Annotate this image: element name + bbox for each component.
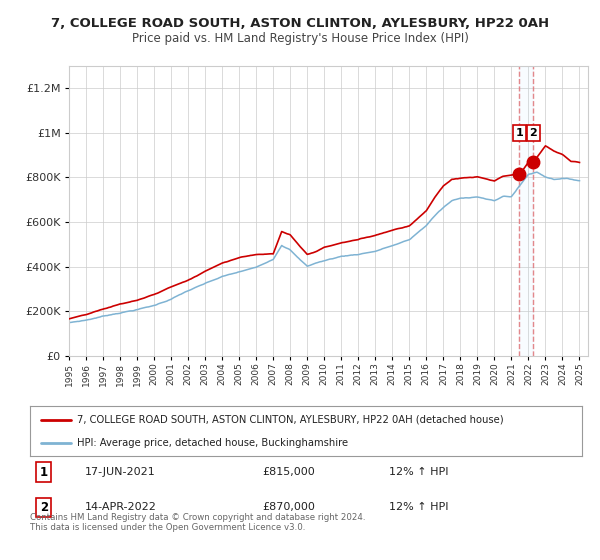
Text: 17-JUN-2021: 17-JUN-2021 — [85, 467, 156, 477]
Text: 2: 2 — [40, 501, 48, 514]
Text: £815,000: £815,000 — [262, 467, 314, 477]
Text: Contains HM Land Registry data © Crown copyright and database right 2024.
This d: Contains HM Land Registry data © Crown c… — [30, 512, 365, 532]
Text: HPI: Average price, detached house, Buckinghamshire: HPI: Average price, detached house, Buck… — [77, 438, 348, 448]
Text: 7, COLLEGE ROAD SOUTH, ASTON CLINTON, AYLESBURY, HP22 0AH: 7, COLLEGE ROAD SOUTH, ASTON CLINTON, AY… — [51, 17, 549, 30]
Text: 1: 1 — [40, 465, 48, 479]
Text: Price paid vs. HM Land Registry's House Price Index (HPI): Price paid vs. HM Land Registry's House … — [131, 32, 469, 45]
Text: 12% ↑ HPI: 12% ↑ HPI — [389, 502, 448, 512]
Text: 12% ↑ HPI: 12% ↑ HPI — [389, 467, 448, 477]
Text: £870,000: £870,000 — [262, 502, 315, 512]
Text: 7, COLLEGE ROAD SOUTH, ASTON CLINTON, AYLESBURY, HP22 0AH (detached house): 7, COLLEGE ROAD SOUTH, ASTON CLINTON, AY… — [77, 414, 503, 424]
Text: 14-APR-2022: 14-APR-2022 — [85, 502, 157, 512]
Text: 1: 1 — [515, 128, 523, 138]
Text: 2: 2 — [529, 128, 537, 138]
Bar — [519, 66, 533, 356]
